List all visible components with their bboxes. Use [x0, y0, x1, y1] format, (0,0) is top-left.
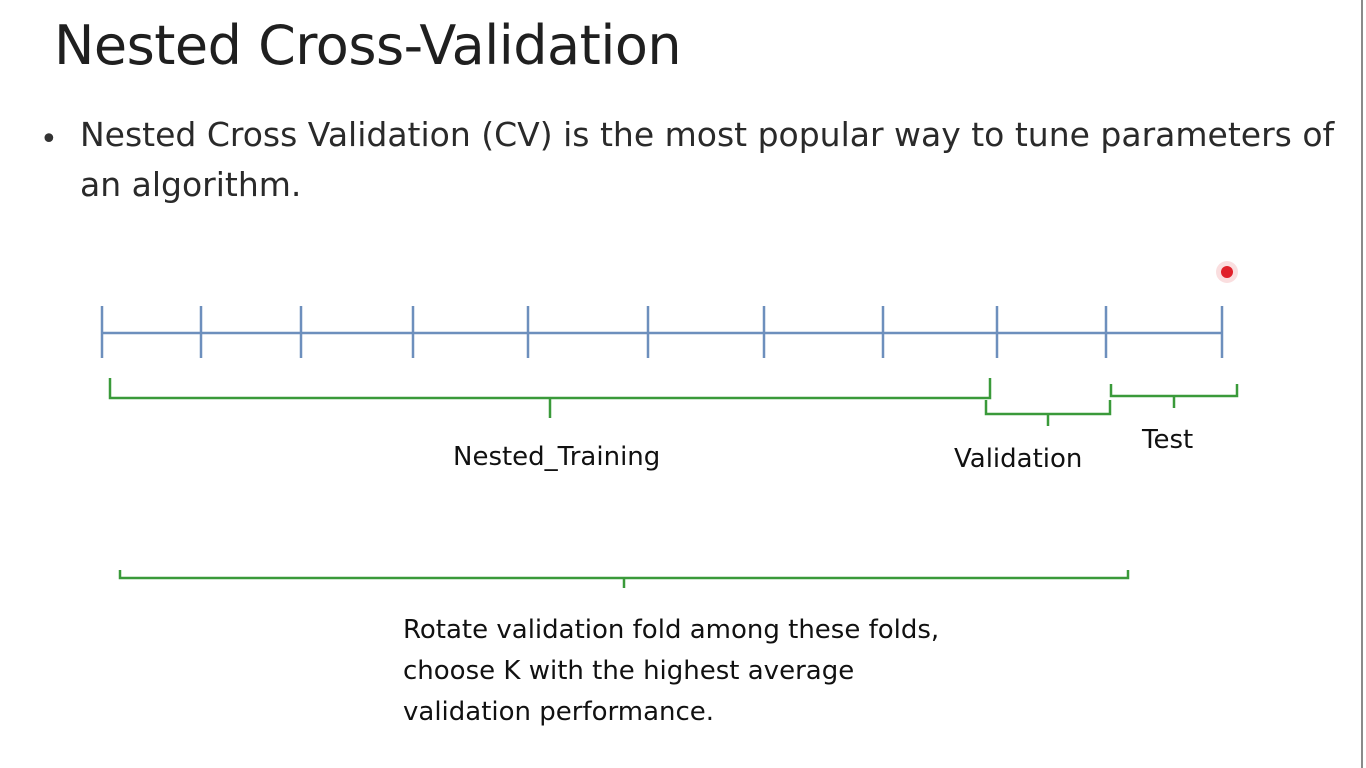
nested-training-brace — [108, 378, 992, 400]
rotation-brace — [118, 570, 1130, 580]
rotation-note: Rotate validation fold among these folds… — [403, 610, 1023, 733]
rotation-note-line: choose K with the highest average — [403, 656, 855, 686]
test-brace — [1109, 384, 1239, 398]
validation-brace — [984, 400, 1112, 416]
nested-training-label: Nested_Training — [453, 442, 661, 472]
pointer-dot-icon — [1221, 266, 1233, 278]
bullet-text: Nested Cross Validation (CV) is the most… — [80, 115, 1335, 204]
test-label: Test — [1142, 425, 1194, 455]
slide-title: Nested Cross-Validation — [54, 14, 682, 77]
rotation-note-line: validation performance. — [403, 697, 715, 727]
validation-label: Validation — [954, 444, 1083, 474]
rotation-note-line: Rotate validation fold among these folds… — [403, 615, 940, 645]
slide-edge-divider — [1361, 0, 1363, 768]
bullet-dot-icon: • — [40, 122, 58, 157]
